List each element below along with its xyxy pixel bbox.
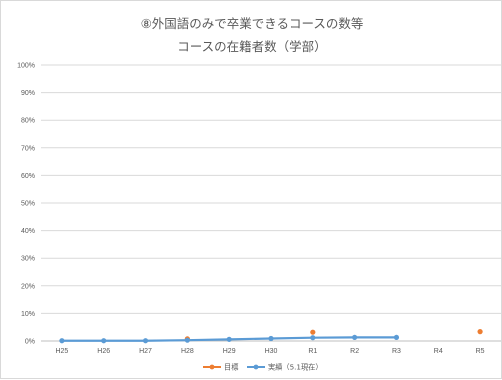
data-point-series-1: [268, 335, 274, 342]
legend-label-0: 目標: [224, 363, 238, 372]
legend-label-1: 実績（5.1現在）: [268, 363, 323, 372]
y-axis-tick-labels: 0% 10% 20% 30% 40% 50% 60% 70% 80% 90% 100%: [17, 63, 35, 346]
y-tick-label: 90%: [21, 90, 35, 97]
x-tick-label: H27: [139, 348, 152, 355]
x-tick-label: R5: [476, 348, 485, 355]
x-axis-tick-labels: H25 H26 H27 H28 H29 H30 R1 R2 R3 R4 R5: [55, 348, 484, 355]
data-point-series-1: [226, 336, 232, 342]
x-tick-label: R3: [392, 348, 401, 355]
data-point-series-1: [352, 334, 358, 341]
data-point-series-1: [59, 338, 65, 344]
data-point-series-1: [393, 334, 400, 341]
gridlines: [41, 64, 501, 342]
data-point-series-1: [101, 338, 107, 344]
x-tick-label: H26: [97, 348, 110, 355]
x-tick-label: H29: [223, 348, 236, 355]
legend-marker-0: [209, 364, 215, 370]
series-layer: [59, 329, 483, 344]
data-point-series-0: [310, 329, 316, 335]
x-tick-label: R2: [350, 348, 359, 355]
x-tick-label: R1: [308, 348, 317, 355]
y-tick-label: 60%: [21, 173, 35, 180]
chart-subtitle: コースの在籍者数（学部）: [177, 39, 326, 54]
data-point-series-1: [184, 337, 190, 343]
y-tick-label: 50%: [21, 201, 35, 208]
data-point-series-1: [142, 338, 149, 344]
y-tick-label: 10%: [21, 311, 35, 318]
y-tick-label: 80%: [21, 118, 35, 125]
x-tick-label: H28: [181, 348, 194, 355]
y-tick-label: 30%: [21, 256, 35, 263]
data-point-series-1: [310, 335, 316, 341]
chart-title: ⑧外国語のみで卒業できるコースの数等: [141, 16, 364, 31]
x-tick-label: R4: [434, 348, 443, 355]
legend-marker-1: [253, 364, 259, 370]
legend: 目標 実績（5.1現在）: [203, 363, 323, 372]
y-tick-label: 0%: [25, 339, 35, 346]
y-tick-label: 70%: [21, 145, 35, 152]
x-tick-label: H30: [265, 348, 278, 355]
x-tick-label: H25: [55, 348, 68, 355]
data-point-series-0: [477, 329, 483, 335]
y-tick-label: 40%: [21, 228, 35, 235]
y-tick-label: 20%: [21, 283, 35, 290]
y-tick-label: 100%: [17, 63, 35, 70]
